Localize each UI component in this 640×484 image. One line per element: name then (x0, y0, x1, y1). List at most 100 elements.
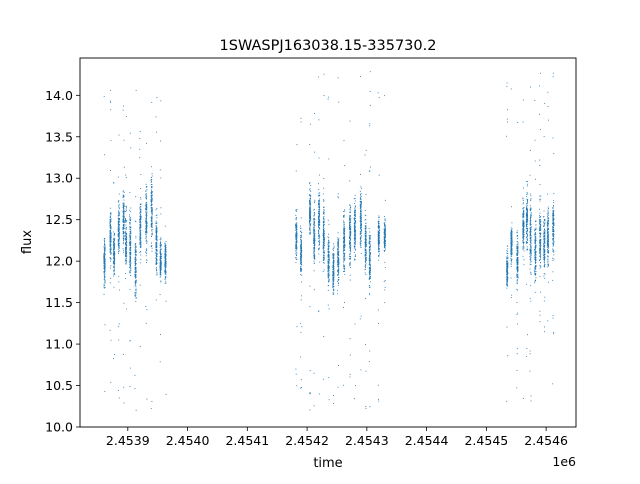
data-point (103, 239, 105, 241)
data-point (343, 242, 345, 244)
data-point (130, 252, 132, 254)
data-point (369, 294, 371, 296)
data-point (318, 248, 320, 250)
data-point (104, 265, 106, 267)
data-point (360, 193, 362, 194)
data-point (122, 206, 124, 208)
data-point (150, 205, 152, 207)
data-point (123, 139, 125, 141)
data-point (103, 255, 105, 257)
data-point (368, 247, 370, 249)
data-point (319, 261, 321, 263)
data-point (368, 278, 370, 280)
data-point (377, 235, 379, 237)
data-point (129, 244, 131, 246)
data-point (337, 261, 339, 263)
data-point (318, 212, 320, 214)
data-point (151, 184, 153, 185)
data-point (146, 206, 148, 207)
data-point (510, 253, 512, 254)
data-point (113, 273, 115, 275)
data-point (359, 243, 361, 245)
data-point (344, 270, 346, 272)
data-point (368, 257, 370, 259)
data-point (309, 144, 311, 145)
data-point (309, 222, 310, 224)
data-point (333, 289, 335, 291)
data-point (164, 265, 166, 266)
data-point (510, 232, 512, 234)
data-point (378, 215, 380, 217)
data-point (150, 199, 152, 201)
data-point (332, 280, 334, 282)
data-point (104, 260, 106, 262)
data-point (323, 250, 325, 252)
data-point (155, 242, 157, 244)
data-point (354, 259, 356, 261)
data-point (506, 263, 508, 265)
data-point (113, 258, 115, 260)
data-point (377, 309, 379, 311)
data-point (165, 272, 167, 274)
data-point (109, 231, 111, 232)
data-point (113, 238, 115, 240)
data-point (364, 255, 366, 256)
data-point (300, 249, 302, 251)
data-point (309, 232, 311, 234)
data-point (323, 218, 325, 219)
data-point (129, 266, 131, 268)
data-point (365, 240, 367, 242)
data-point (369, 235, 371, 237)
data-point (338, 245, 339, 247)
data-point (309, 212, 311, 214)
data-point (129, 192, 131, 194)
data-point (164, 246, 166, 247)
data-point (151, 214, 153, 216)
data-point (364, 272, 366, 274)
data-point (296, 237, 298, 239)
data-point (314, 240, 316, 242)
data-point (349, 222, 350, 224)
data-point (349, 219, 350, 221)
data-point (360, 220, 362, 222)
data-point (360, 236, 362, 238)
data-point (125, 218, 126, 219)
data-point (160, 213, 162, 215)
data-point (314, 258, 316, 260)
data-point (343, 229, 345, 231)
data-point (314, 230, 316, 232)
data-point (369, 247, 371, 249)
data-point (328, 399, 330, 401)
data-point (164, 249, 166, 251)
data-point (160, 237, 162, 239)
data-point (506, 277, 508, 279)
data-point (300, 234, 302, 236)
data-point (130, 252, 132, 253)
data-point (146, 201, 147, 203)
data-point (510, 234, 512, 236)
data-point (295, 237, 297, 238)
data-point (135, 235, 137, 237)
data-point (332, 277, 334, 279)
data-point (368, 266, 370, 268)
data-point (338, 263, 340, 265)
data-point (349, 233, 351, 235)
data-point (139, 346, 141, 348)
data-point (130, 147, 132, 149)
data-point (318, 208, 320, 210)
data-point (318, 199, 320, 201)
data-point (343, 269, 345, 271)
data-point (506, 265, 508, 267)
data-point (117, 326, 119, 328)
data-point (506, 265, 508, 267)
data-point (350, 217, 352, 219)
data-point (383, 228, 385, 230)
data-point (295, 234, 297, 236)
data-point (333, 261, 335, 263)
data-point (104, 324, 106, 326)
data-point (343, 242, 345, 244)
data-point (369, 350, 371, 352)
data-point (300, 331, 302, 333)
data-point (314, 201, 316, 203)
data-point (314, 245, 316, 247)
